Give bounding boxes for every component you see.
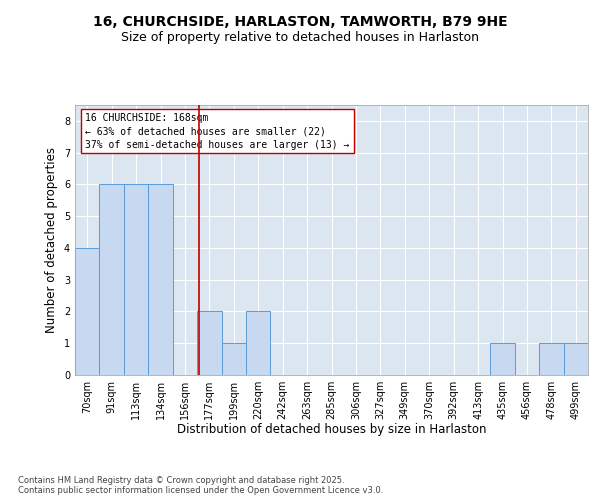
Text: 16, CHURCHSIDE, HARLASTON, TAMWORTH, B79 9HE: 16, CHURCHSIDE, HARLASTON, TAMWORTH, B79… xyxy=(92,16,508,30)
Text: Size of property relative to detached houses in Harlaston: Size of property relative to detached ho… xyxy=(121,31,479,44)
Bar xyxy=(124,184,148,375)
Bar xyxy=(221,343,246,375)
Bar xyxy=(197,312,221,375)
Bar xyxy=(100,184,124,375)
Bar xyxy=(148,184,173,375)
Bar xyxy=(563,343,588,375)
Bar xyxy=(246,312,271,375)
Bar xyxy=(490,343,515,375)
Text: 16 CHURCHSIDE: 168sqm
← 63% of detached houses are smaller (22)
37% of semi-deta: 16 CHURCHSIDE: 168sqm ← 63% of detached … xyxy=(85,113,350,150)
Bar xyxy=(539,343,563,375)
X-axis label: Distribution of detached houses by size in Harlaston: Distribution of detached houses by size … xyxy=(177,424,486,436)
Text: Contains HM Land Registry data © Crown copyright and database right 2025.
Contai: Contains HM Land Registry data © Crown c… xyxy=(18,476,383,495)
Y-axis label: Number of detached properties: Number of detached properties xyxy=(46,147,58,333)
Bar xyxy=(75,248,100,375)
